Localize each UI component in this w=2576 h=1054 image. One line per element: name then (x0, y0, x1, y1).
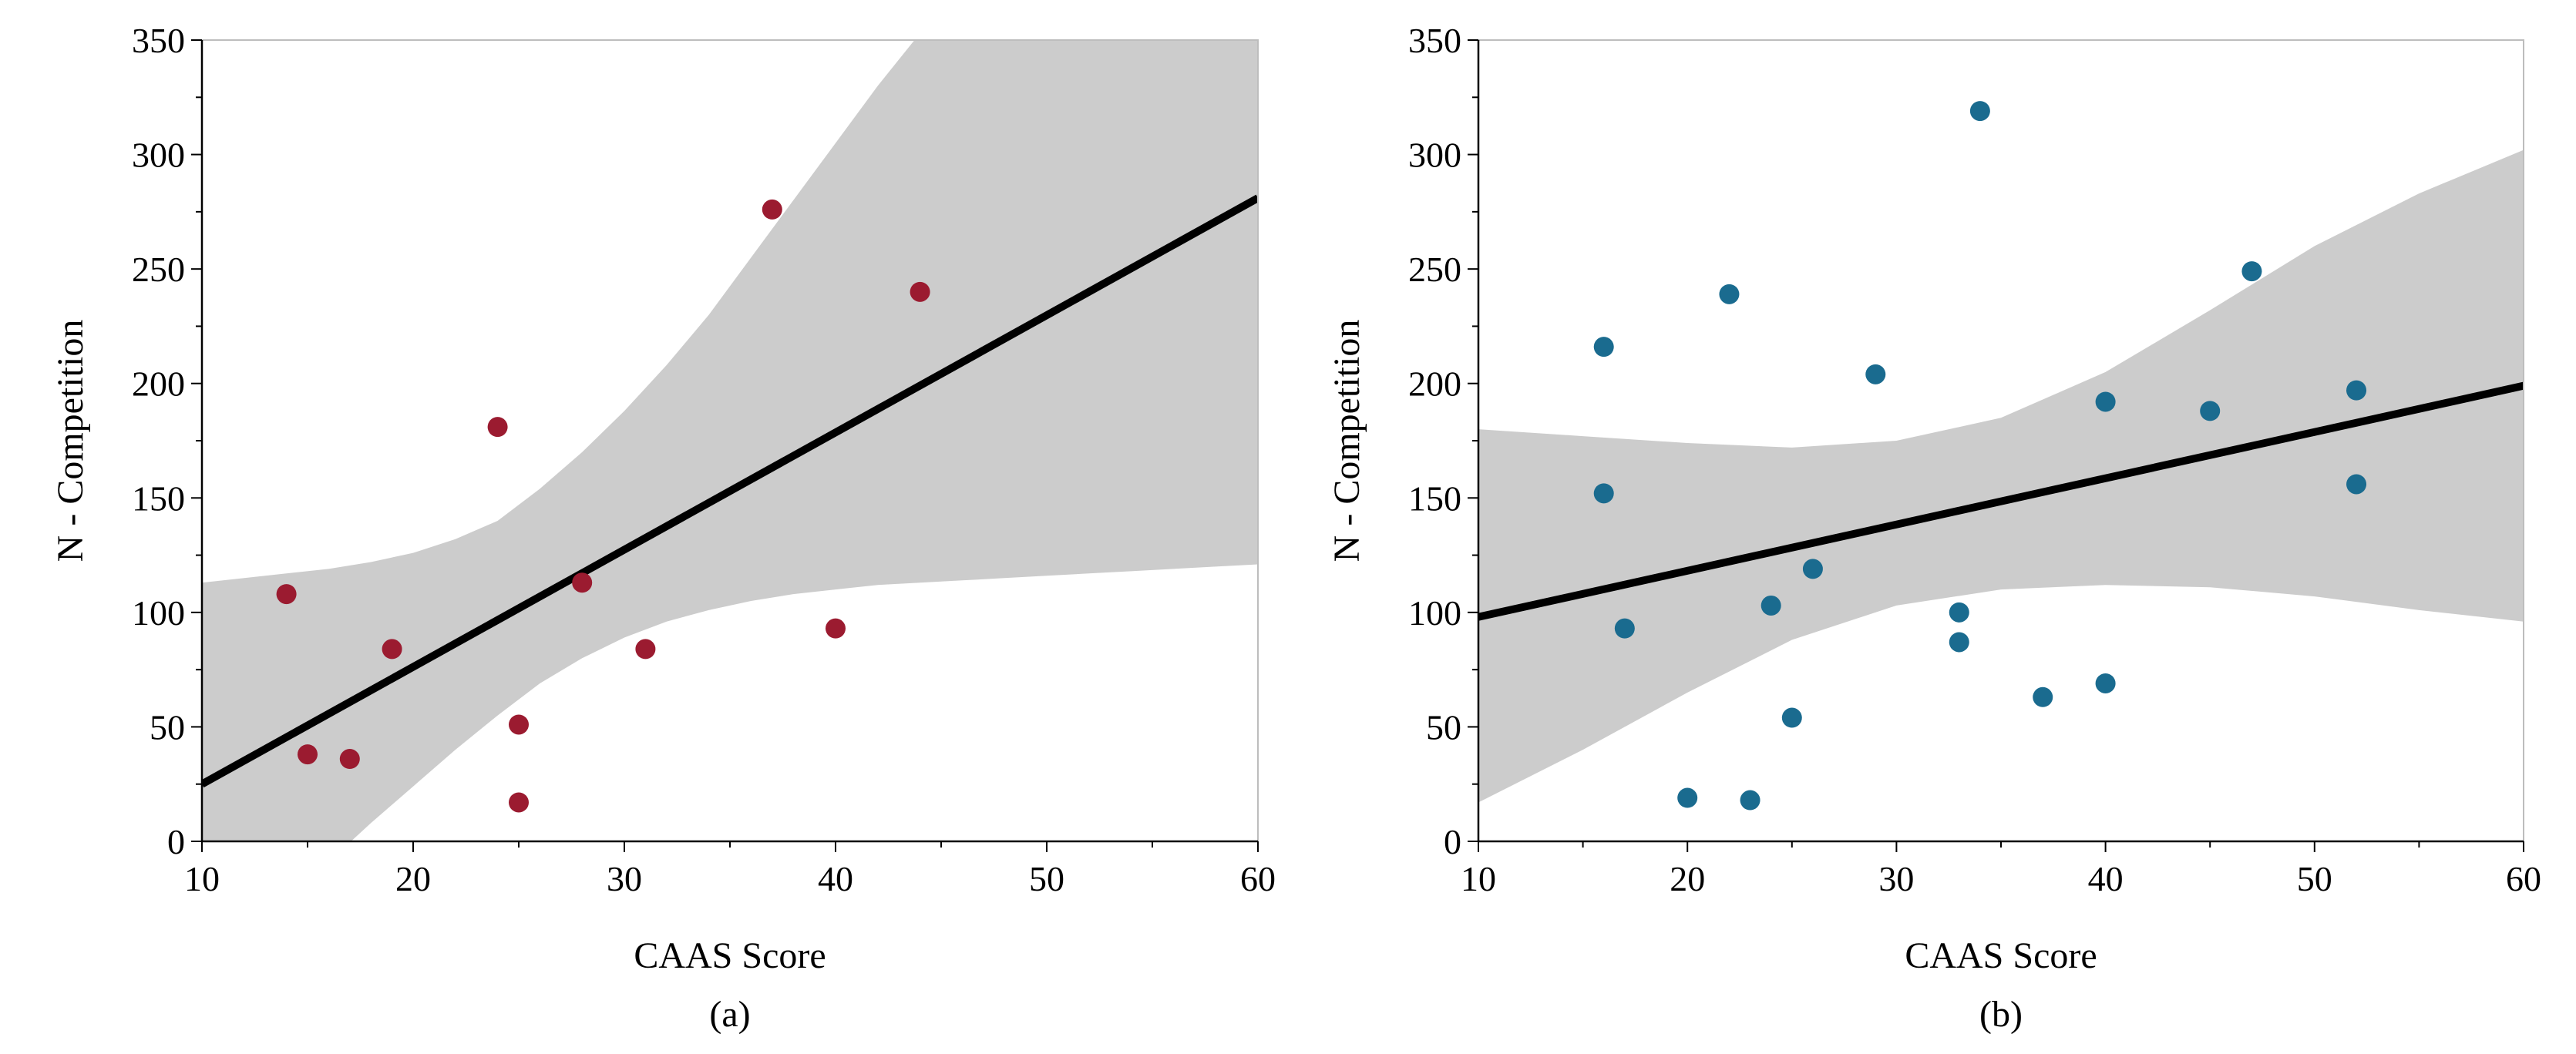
x-tick-label: 40 (2088, 859, 2124, 898)
data-point (910, 281, 930, 302)
data-point (1949, 632, 1969, 653)
data-point (2033, 686, 2053, 707)
y-axis-title: N - Competition (50, 320, 91, 562)
data-point (826, 618, 846, 639)
confidence-band (1478, 149, 2524, 803)
data-point (2241, 261, 2262, 282)
data-point (1760, 595, 1781, 616)
data-point (1781, 707, 1802, 728)
data-point (339, 749, 360, 770)
panel-label: (a) (709, 994, 750, 1035)
data-point (2346, 380, 2367, 401)
y-tick-label: 100 (132, 593, 185, 633)
y-tick-label: 50 (1426, 707, 1461, 747)
y-axis-title: N - Competition (1327, 320, 1367, 562)
y-tick-label: 200 (1408, 364, 1461, 404)
data-point (2200, 401, 2221, 421)
panel-a: 10 20 30 40 50 60 0 50 100 150 200 250 300 350 CAAS S… (50, 21, 1276, 1035)
y-tick-label: 0 (167, 822, 185, 861)
panel-label: (b) (1979, 994, 2023, 1035)
x-tick-label: 40 (818, 859, 853, 898)
x-tick-label: 60 (1240, 859, 1276, 898)
y-tick-label: 200 (132, 364, 185, 404)
y-tick-label: 150 (132, 478, 185, 518)
y-tick-label: 50 (150, 707, 185, 747)
data-point (509, 714, 529, 735)
x-tick-label: 10 (184, 859, 220, 898)
data-point (1802, 559, 1823, 579)
data-point (1614, 618, 1635, 639)
panel-b: 10 20 30 40 50 60 0 50 100 150 200 250 300 350 CAAS S… (1327, 21, 2541, 1035)
data-point (509, 792, 529, 813)
data-point (382, 639, 402, 660)
data-point (2346, 474, 2367, 495)
x-tick-label: 50 (1029, 859, 1064, 898)
x-tick-label: 20 (1670, 859, 1705, 898)
data-point (762, 199, 782, 220)
y-tick-label: 0 (1444, 822, 1461, 861)
x-axis-title: CAAS Score (634, 935, 826, 976)
x-tick-label: 50 (2297, 859, 2332, 898)
data-point (1740, 790, 1760, 811)
data-point (2095, 391, 2116, 412)
x-tick-label: 30 (1878, 859, 1914, 898)
y-tick-label: 300 (1408, 136, 1461, 175)
regression-line (1478, 381, 2524, 621)
y-tick-label: 250 (1408, 250, 1461, 289)
y-tick-label: 250 (132, 250, 185, 289)
y-tick-label: 350 (1408, 21, 1461, 60)
data-point (1593, 337, 1614, 357)
y-tick-label: 100 (1408, 593, 1461, 633)
x-tick-label: 10 (1461, 859, 1496, 898)
data-point (276, 584, 297, 605)
data-point (2095, 673, 2116, 693)
data-point (298, 744, 318, 765)
data-point (1949, 602, 1969, 623)
data-point (1969, 101, 1990, 122)
x-tick-label: 20 (395, 859, 431, 898)
regression-line (202, 194, 1258, 788)
x-axis-title: CAAS Score (1905, 935, 2097, 976)
data-point (1719, 284, 1740, 304)
data-point (1593, 483, 1614, 504)
x-tick-label: 60 (2506, 859, 2541, 898)
x-tick-label: 30 (607, 859, 642, 898)
y-tick-label: 150 (1408, 478, 1461, 518)
data-point (487, 417, 508, 438)
data-point (572, 572, 593, 593)
y-tick-label: 300 (132, 136, 185, 175)
data-point (1865, 364, 1886, 384)
y-tick-label: 350 (132, 21, 185, 60)
data-point (1677, 787, 1698, 808)
data-point (635, 639, 656, 660)
